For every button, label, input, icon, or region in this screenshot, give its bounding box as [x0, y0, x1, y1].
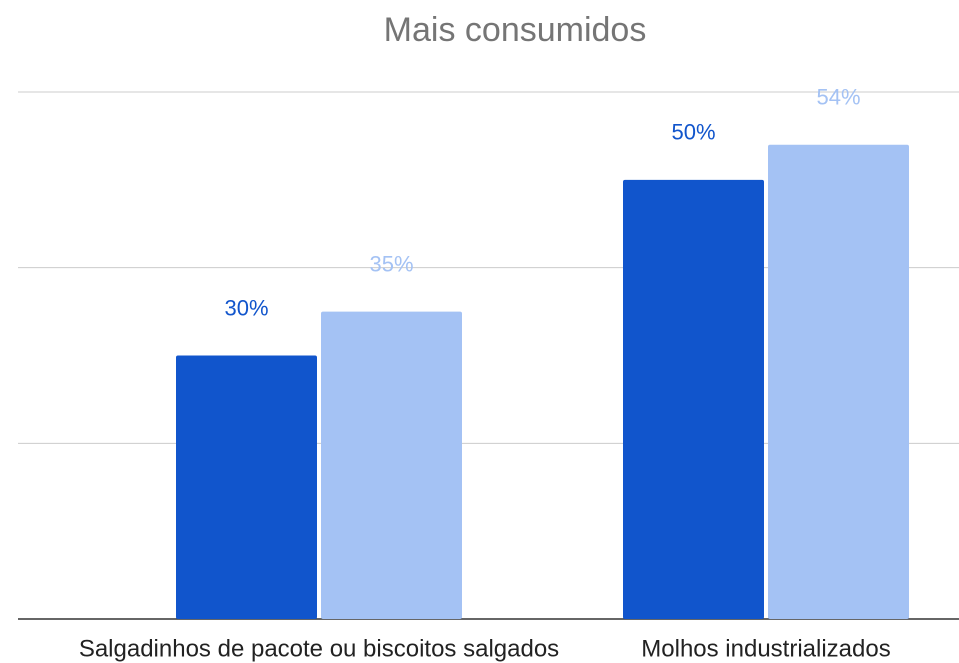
chart-title: Mais consumidos: [384, 11, 647, 49]
bar: [176, 355, 317, 619]
value-label: 30%: [224, 295, 268, 320]
bar: [321, 311, 462, 619]
bar: [768, 144, 909, 619]
value-label: 50%: [671, 120, 715, 145]
bar: [623, 179, 764, 620]
value-label: 54%: [816, 85, 860, 110]
x-tick-label: Molhos industrializados: [641, 635, 890, 662]
value-label: 35%: [369, 251, 413, 276]
x-tick-label: Salgadinhos de pacote ou biscoitos salga…: [79, 635, 559, 662]
